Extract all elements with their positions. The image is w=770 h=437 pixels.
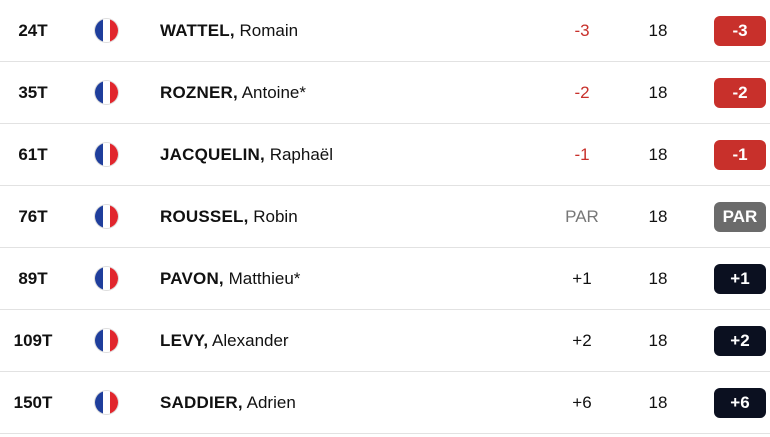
flag-stripe	[95, 391, 103, 414]
flag-stripe	[110, 329, 118, 352]
flag-stripe	[110, 267, 118, 290]
player-row[interactable]: 109T LEVY, Alexander +2 18 +2	[0, 310, 770, 372]
player-name: LEVY, Alexander	[160, 310, 289, 371]
first-name: Alexander	[212, 331, 289, 350]
thru: 18	[648, 83, 668, 102]
thru: 18	[648, 331, 668, 350]
first-name: Antoine*	[241, 83, 306, 102]
position: 89T	[18, 269, 48, 288]
last-name: SADDIER,	[160, 393, 243, 412]
flag-stripe	[110, 19, 118, 42]
player-row[interactable]: 61T JACQUELIN, Raphaël -1 18 -1	[0, 124, 770, 186]
flag-stripe	[95, 81, 103, 104]
total-score: +6	[714, 388, 766, 418]
flag-stripe	[95, 329, 103, 352]
player-name: PAVON, Matthieu*	[160, 248, 300, 309]
first-name: Matthieu*	[228, 269, 301, 288]
player-name: WATTEL, Romain	[160, 0, 298, 61]
flag-icon	[95, 267, 118, 290]
last-name: JACQUELIN,	[160, 145, 265, 164]
total-score: +2	[714, 326, 766, 356]
today-score: -3	[574, 21, 590, 40]
flag-icon	[95, 329, 118, 352]
flag-stripe	[110, 205, 118, 228]
position: 61T	[18, 145, 48, 164]
flag-stripe	[95, 143, 103, 166]
flag-stripe	[102, 143, 111, 166]
thru: 18	[648, 269, 668, 288]
last-name: WATTEL,	[160, 21, 235, 40]
today-score: +2	[572, 331, 592, 350]
today-score: PAR	[565, 207, 599, 226]
flag-icon	[95, 143, 118, 166]
flag-stripe	[102, 267, 111, 290]
today-score: +6	[572, 393, 592, 412]
flag-stripe	[95, 205, 103, 228]
position: 150T	[13, 393, 53, 412]
flag-stripe	[102, 19, 111, 42]
player-name: JACQUELIN, Raphaël	[160, 124, 333, 185]
player-name: ROZNER, Antoine*	[160, 62, 306, 123]
player-row[interactable]: 24T WATTEL, Romain -3 18 -3	[0, 0, 770, 62]
player-row[interactable]: 150T SADDIER, Adrien +6 18 +6	[0, 372, 770, 434]
player-name: SADDIER, Adrien	[160, 372, 296, 433]
thru: 18	[648, 145, 668, 164]
flag-stripe	[102, 329, 111, 352]
last-name: PAVON,	[160, 269, 224, 288]
last-name: ROUSSEL,	[160, 207, 249, 226]
flag-icon	[95, 205, 118, 228]
position: 109T	[13, 331, 53, 350]
total-score: -3	[714, 16, 766, 46]
player-row[interactable]: 89T PAVON, Matthieu* +1 18 +1	[0, 248, 770, 310]
position: 35T	[18, 83, 48, 102]
first-name: Robin	[253, 207, 298, 226]
flag-stripe	[110, 391, 118, 414]
player-name: ROUSSEL, Robin	[160, 186, 298, 247]
flag-icon	[95, 19, 118, 42]
flag-stripe	[95, 267, 103, 290]
thru: 18	[648, 207, 668, 226]
flag-stripe	[102, 81, 111, 104]
flag-stripe	[102, 391, 111, 414]
total-score: -1	[714, 140, 766, 170]
thru: 18	[648, 21, 668, 40]
last-name: LEVY,	[160, 331, 209, 350]
total-score: PAR	[714, 202, 766, 232]
player-row[interactable]: 35T ROZNER, Antoine* -2 18 -2	[0, 62, 770, 124]
first-name: Raphaël	[269, 145, 334, 164]
total-score: +1	[714, 264, 766, 294]
position: 24T	[18, 21, 48, 40]
first-name: Romain	[239, 21, 299, 40]
today-score: +1	[572, 269, 592, 288]
total-score: -2	[714, 78, 766, 108]
today-score: -1	[574, 145, 590, 164]
flag-stripe	[95, 19, 103, 42]
flag-icon	[95, 391, 118, 414]
thru: 18	[648, 393, 668, 412]
last-name: ROZNER,	[160, 83, 238, 102]
player-row[interactable]: 76T ROUSSEL, Robin PAR 18 PAR	[0, 186, 770, 248]
flag-stripe	[102, 205, 111, 228]
flag-stripe	[110, 81, 118, 104]
first-name: Adrien	[246, 393, 296, 412]
flag-stripe	[110, 143, 118, 166]
position: 76T	[18, 207, 48, 226]
today-score: -2	[574, 83, 590, 102]
flag-icon	[95, 81, 118, 104]
